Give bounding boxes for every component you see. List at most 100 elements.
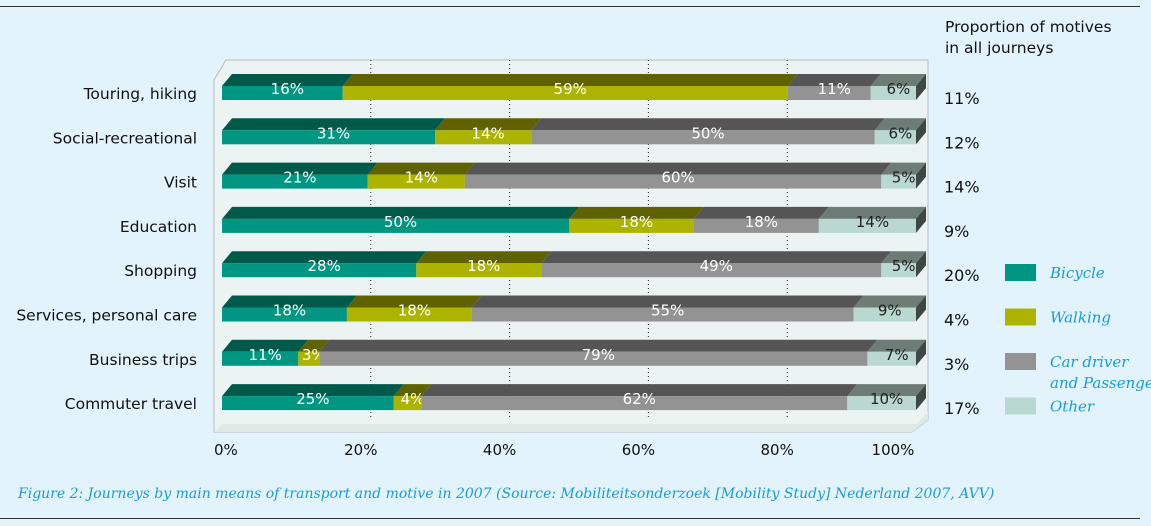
bar-segment bbox=[881, 174, 916, 189]
motive-proportion: 17% bbox=[944, 399, 980, 418]
category-label: Shopping bbox=[124, 262, 197, 280]
data-label: 55% bbox=[651, 302, 684, 320]
bar-top-3 bbox=[881, 251, 926, 264]
bar-top-2 bbox=[531, 118, 885, 131]
bar-top-3 bbox=[818, 206, 926, 219]
data-label: 25% bbox=[296, 390, 329, 408]
bar-segment bbox=[367, 174, 465, 189]
data-label: 60% bbox=[661, 169, 694, 187]
bar-top-0 bbox=[222, 339, 309, 352]
bar-segment bbox=[787, 86, 871, 100]
data-label: 6% bbox=[888, 124, 912, 142]
bar-side bbox=[916, 251, 926, 278]
bar-top-1 bbox=[569, 206, 704, 219]
data-label: 6% bbox=[886, 80, 910, 98]
x-tick-label: 0% bbox=[214, 441, 238, 459]
data-label: 18% bbox=[467, 257, 500, 275]
bar-segment bbox=[870, 86, 916, 100]
bar-top-1 bbox=[393, 384, 432, 397]
bottom-rule bbox=[0, 518, 1140, 519]
motive-proportion: 9% bbox=[944, 222, 969, 241]
bar-top-0 bbox=[222, 206, 579, 219]
data-label: 5% bbox=[892, 169, 916, 187]
bar-segment bbox=[342, 86, 788, 100]
data-label: 18% bbox=[620, 213, 653, 231]
legend-label: and Passenger bbox=[1050, 374, 1151, 392]
bar-side bbox=[916, 74, 926, 100]
bar-top-2 bbox=[319, 339, 878, 352]
motive-proportion: 12% bbox=[944, 133, 980, 152]
bar-segment bbox=[393, 396, 422, 411]
bar-top-0 bbox=[222, 384, 404, 397]
bar-segment bbox=[222, 263, 417, 278]
data-label: 5% bbox=[892, 257, 916, 275]
bar-top-1 bbox=[416, 251, 552, 264]
motive-proportion: 14% bbox=[944, 178, 980, 197]
bar-segment bbox=[416, 263, 542, 278]
data-label: 21% bbox=[283, 169, 316, 187]
data-label: 79% bbox=[582, 346, 615, 364]
motive-proportion: 4% bbox=[944, 311, 969, 330]
bar-segment bbox=[853, 307, 916, 322]
bar-top-3 bbox=[881, 162, 926, 175]
bar-top-3 bbox=[853, 295, 926, 308]
bar-top-2 bbox=[471, 295, 864, 308]
motive-proportion: 11% bbox=[944, 89, 980, 108]
side-title: Proportion of motives bbox=[945, 18, 1112, 36]
figure-caption: Figure 2: Journeys by main means of tran… bbox=[18, 486, 995, 502]
data-label: 18% bbox=[398, 302, 431, 320]
bar-segment bbox=[222, 351, 299, 366]
data-label: 28% bbox=[307, 257, 340, 275]
data-label: 50% bbox=[691, 124, 724, 142]
bar-top-2 bbox=[787, 74, 881, 86]
data-label: 14% bbox=[856, 213, 889, 231]
bar-top-0 bbox=[222, 118, 446, 131]
data-label: 18% bbox=[745, 213, 778, 231]
bar-top-1 bbox=[298, 339, 330, 352]
data-label: 14% bbox=[471, 124, 504, 142]
bar-top-1 bbox=[435, 118, 542, 131]
bar-segment bbox=[222, 86, 343, 100]
legend-swatch bbox=[1005, 353, 1036, 370]
bar-top-2 bbox=[464, 162, 892, 175]
bar-segment bbox=[435, 130, 532, 145]
bar-side bbox=[916, 162, 926, 189]
bar-side bbox=[916, 118, 926, 145]
motive-proportion: 20% bbox=[944, 266, 980, 285]
bar-side bbox=[916, 206, 926, 233]
category-label: Education bbox=[120, 218, 197, 236]
side-title: in all journeys bbox=[945, 39, 1053, 57]
bar-top-0 bbox=[222, 251, 427, 264]
bar-segment bbox=[222, 307, 347, 322]
category-label: Visit bbox=[164, 174, 197, 192]
bar-segment bbox=[319, 351, 868, 366]
x-tick-label: 100% bbox=[872, 441, 915, 459]
bar-segment bbox=[222, 396, 394, 411]
bar-segment bbox=[464, 174, 882, 189]
bar-top-0 bbox=[222, 162, 378, 175]
data-label: 10% bbox=[870, 390, 903, 408]
bar-side bbox=[916, 339, 926, 366]
bar-top-2 bbox=[541, 251, 892, 264]
bar-segment bbox=[818, 218, 916, 233]
bar-top-2 bbox=[693, 206, 829, 219]
bar-top-1 bbox=[367, 162, 475, 175]
data-label: 50% bbox=[384, 213, 417, 231]
bar-segment bbox=[881, 263, 916, 278]
data-label: 4% bbox=[401, 390, 425, 408]
category-label: Business trips bbox=[89, 351, 197, 369]
plot-area bbox=[213, 59, 929, 433]
category-label: Social-recreational bbox=[53, 129, 197, 147]
bar-segment bbox=[222, 130, 436, 145]
category-label: Touring, hiking bbox=[83, 85, 197, 103]
bar-segment bbox=[541, 263, 882, 278]
data-label: 7% bbox=[885, 346, 909, 364]
data-label: 9% bbox=[878, 302, 902, 320]
bar-segment bbox=[531, 130, 875, 145]
legend-label: Other bbox=[1050, 398, 1095, 416]
data-label: 49% bbox=[700, 257, 733, 275]
bar-side bbox=[916, 295, 926, 322]
category-label: Services, personal care bbox=[16, 307, 197, 325]
bar-segment bbox=[222, 218, 569, 233]
